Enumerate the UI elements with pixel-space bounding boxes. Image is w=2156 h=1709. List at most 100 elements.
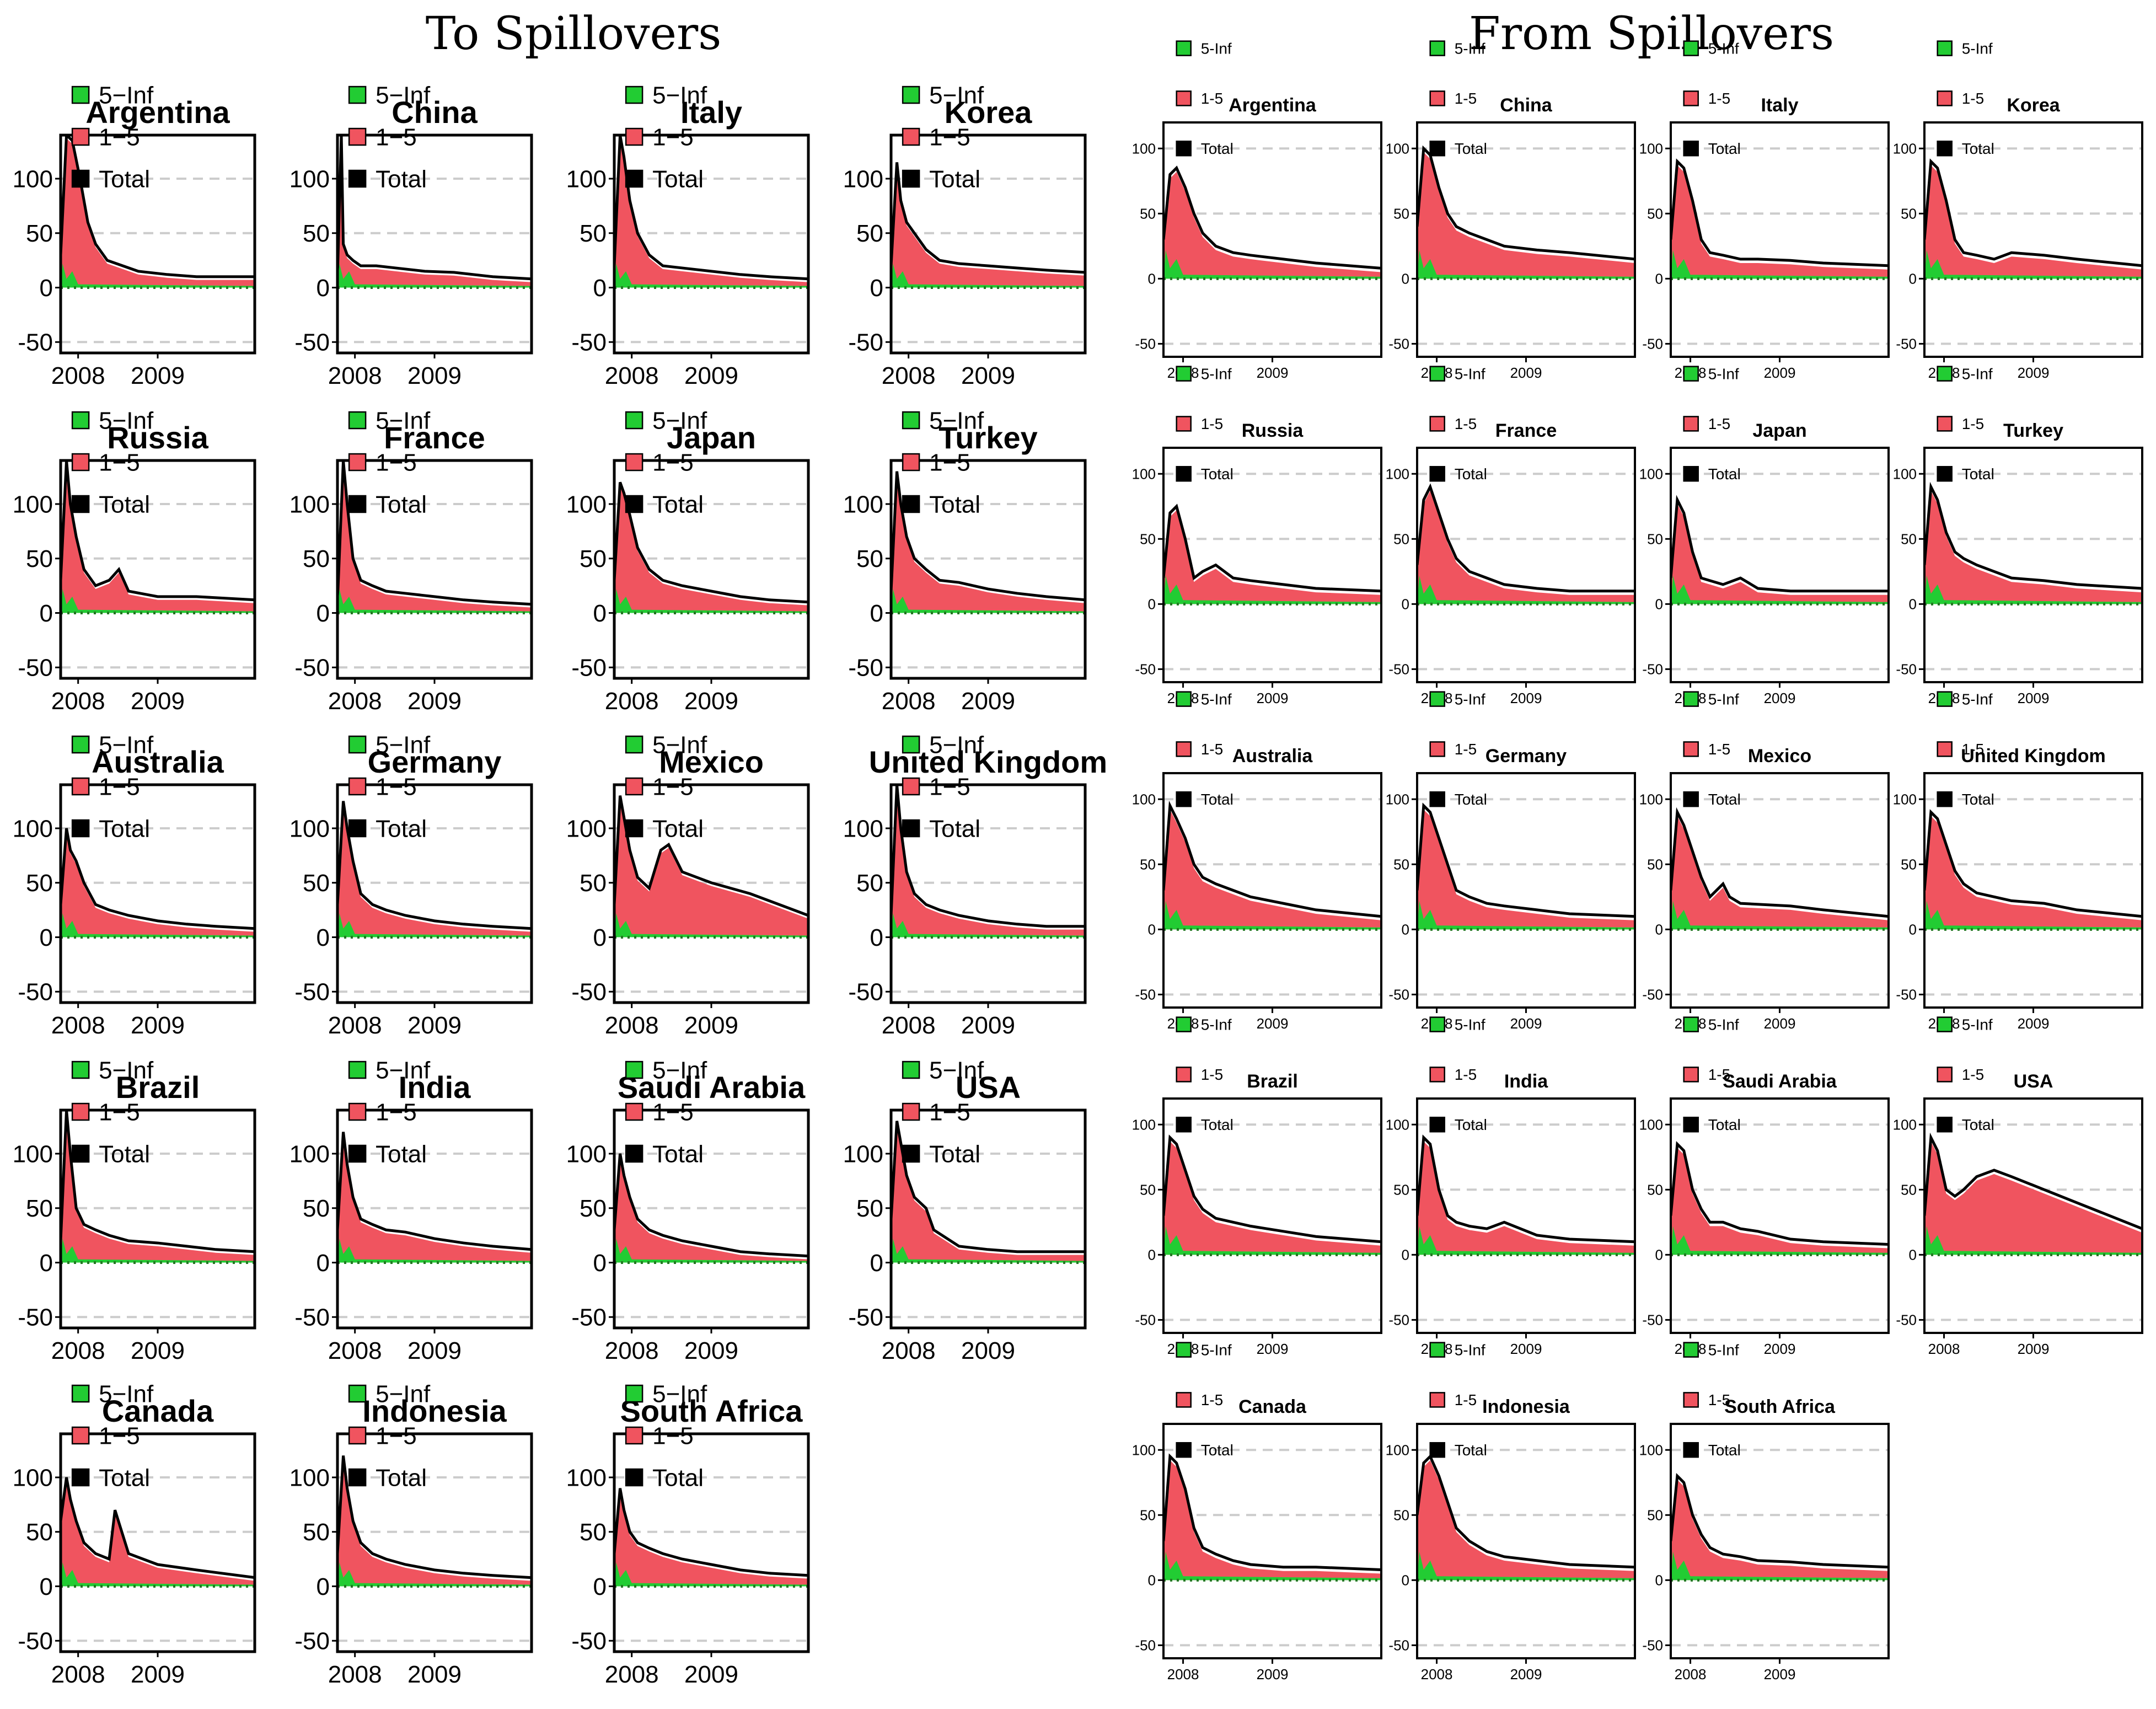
y-tick-label: 0 (1148, 1246, 1156, 1263)
panel-title: Argentina (1229, 95, 1317, 116)
series-total-line (891, 471, 1085, 602)
legend-label: 1-5 (1201, 1391, 1223, 1408)
red-square-icon (71, 453, 90, 472)
y-tick-label: -50 (1642, 986, 1663, 1003)
black-square-icon (1429, 1116, 1445, 1133)
black-square-icon (902, 169, 920, 188)
legend-label: 5-Inf (1455, 1341, 1485, 1358)
panel-title: Brazil (116, 1070, 200, 1105)
y-tick-label: -50 (848, 1304, 883, 1331)
legend-label: 5−Inf (99, 1057, 154, 1084)
red-square-icon (1176, 416, 1192, 432)
y-tick-label: 0 (40, 600, 53, 627)
series-1-5-area (337, 1459, 532, 1587)
x-tick-label: 2009 (1764, 1341, 1796, 1357)
x-tick-label: 2009 (407, 688, 462, 715)
y-tick-label: 100 (1893, 140, 1917, 157)
y-tick-label: 0 (593, 924, 607, 951)
legend-label: Total (376, 815, 427, 842)
series-1-5-area (1924, 1141, 2142, 1255)
legend-label: Total (652, 1140, 704, 1167)
y-tick-label: 100 (1893, 1116, 1917, 1133)
x-tick-label: 2009 (131, 688, 185, 715)
x-tick-label: 2009 (1764, 690, 1796, 706)
panel-frame (889, 783, 1087, 1004)
series-total-line (61, 1477, 255, 1579)
y-tick-label: 0 (870, 924, 883, 951)
legend-label: 1−5 (99, 1422, 140, 1449)
series-total-line (1417, 1134, 1635, 1244)
y-tick-label: 100 (1132, 1442, 1156, 1458)
series-5-inf-area (61, 913, 255, 937)
y-tick-label: 100 (289, 1464, 330, 1491)
series-total-line (61, 135, 255, 278)
green-square-icon (1683, 40, 1699, 56)
panel-title: South Africa (620, 1394, 803, 1428)
y-tick-label: 100 (1386, 140, 1409, 157)
legend-label: 1-5 (1708, 415, 1730, 432)
green-square-icon (348, 85, 367, 104)
series-1-5-area (1417, 1141, 1635, 1255)
green-square-icon (71, 735, 90, 754)
black-square-icon (71, 169, 90, 188)
panel-frame (1670, 121, 1890, 358)
y-tick-label: 100 (13, 165, 53, 192)
legend-label: Total (652, 1464, 704, 1491)
series-1-5-area (61, 463, 255, 613)
legend-label: 5-Inf (1708, 1016, 1739, 1033)
y-tick-label: 0 (1402, 1572, 1409, 1588)
panel-title: USA (2014, 1071, 2053, 1092)
y-tick-label: 100 (843, 815, 883, 842)
legend-label: Total (376, 1140, 427, 1167)
y-tick-label: -50 (1896, 986, 1917, 1003)
legend-label: 5-Inf (1201, 365, 1232, 382)
series-total-line (1417, 802, 1635, 918)
green-square-icon (1937, 691, 1953, 707)
black-square-icon (1176, 1442, 1192, 1458)
y-tick-label: 50 (1647, 1507, 1663, 1523)
x-tick-label: 2009 (684, 362, 738, 389)
series-1-5-area (614, 799, 808, 937)
black-square-icon (1176, 791, 1192, 807)
y-tick-label: -50 (848, 979, 883, 1006)
y-tick-label: 100 (1132, 465, 1156, 482)
panel-title: Russia (1242, 420, 1304, 441)
series-5-inf-area (61, 264, 255, 288)
y-tick-label: 0 (1909, 270, 1917, 287)
series-5-inf-area (1924, 1226, 2142, 1255)
series-5-inf-area (1924, 901, 2142, 930)
legend-label: 5−Inf (929, 1057, 984, 1084)
series-5-inf-area (1163, 250, 1381, 279)
panel-title: Brazil (1247, 1071, 1298, 1092)
red-square-icon (1429, 741, 1445, 757)
series-1-5-area (1163, 810, 1381, 930)
y-tick-label: 100 (1639, 1116, 1663, 1133)
panel-title: Turkey (938, 420, 1037, 455)
legend-label: 5-Inf (1201, 1341, 1232, 1358)
x-tick-label: 2008 (605, 688, 659, 715)
black-square-icon (1937, 465, 1953, 482)
series-1-5-area (61, 138, 255, 288)
legend-label: 1−5 (376, 773, 417, 800)
series-1-5-area (891, 165, 1085, 288)
y-tick-label: -50 (571, 329, 607, 356)
x-tick-label: 2009 (1257, 1341, 1289, 1357)
panel-to-india: India 100 50 0 -50 2008 2009 Total 1−5 5−Inf (289, 1057, 533, 1364)
panel-to-germany: Germany 100 50 0 -50 2008 2009 Total 1−5 5−Inf (289, 731, 533, 1039)
legend-label: Total (1201, 1116, 1233, 1133)
y-tick-label: 50 (1901, 1181, 1917, 1198)
y-tick-label: 100 (1132, 791, 1156, 807)
legend-label: 5−Inf (376, 731, 431, 758)
x-tick-label: 2009 (1510, 365, 1542, 381)
series-total-line (614, 1153, 808, 1258)
y-tick-label: 0 (40, 924, 53, 951)
series-5-inf-area (1924, 575, 2142, 604)
legend-label: 5−Inf (929, 82, 984, 109)
series-total-line (1671, 807, 1889, 918)
y-tick-label: -50 (1642, 335, 1663, 352)
legend-label: 1-5 (1962, 1066, 1984, 1083)
